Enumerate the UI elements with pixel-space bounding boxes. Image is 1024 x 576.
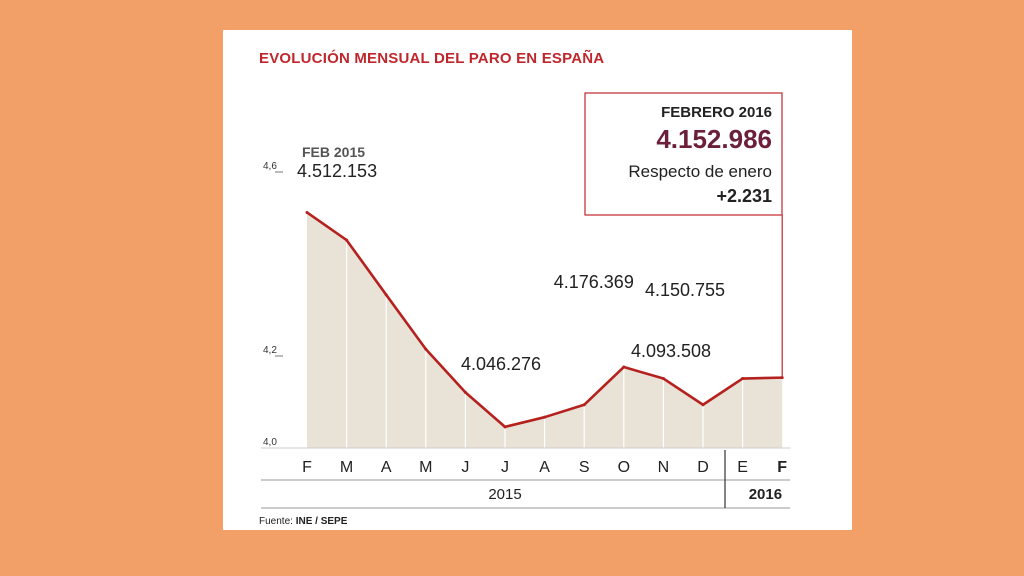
- year-label: 2015: [488, 486, 521, 503]
- x-tick-label: F: [777, 459, 787, 476]
- x-tick-label: J: [501, 459, 509, 476]
- highlight-subtitle: Respecto de enero: [628, 162, 772, 181]
- data-point: [463, 390, 467, 394]
- area-fill: [307, 212, 783, 448]
- highlight-heading: FEBRERO 2016: [661, 104, 772, 121]
- chart-card: EVOLUCIÓN MENSUAL DEL PARO EN ESPAÑA Fue…: [223, 30, 852, 530]
- x-tick-label: M: [340, 459, 353, 476]
- x-tick-label: A: [381, 459, 392, 476]
- data-point: [384, 293, 388, 297]
- x-tick-label: D: [697, 459, 709, 476]
- data-point: [582, 403, 586, 407]
- data-point: [741, 377, 745, 381]
- x-tick-label: N: [658, 459, 670, 476]
- start-annotation-label: FEB 2015: [302, 144, 365, 160]
- highlight-box: [584, 92, 783, 216]
- y-tick-label: 4,0: [263, 437, 277, 448]
- data-point: [701, 403, 705, 407]
- y-tick-label: 4,2: [263, 345, 277, 356]
- source-text: INE / SEPE: [295, 516, 348, 527]
- data-point: [622, 365, 626, 369]
- data-point: [305, 210, 309, 214]
- start-annotation-value: 4.512.153: [297, 161, 377, 181]
- x-tick-label: S: [579, 459, 590, 476]
- data-point: [424, 347, 428, 351]
- source-prefix: Fuente:: [259, 516, 296, 527]
- x-tick-label: M: [419, 459, 432, 476]
- dec-annotation-value: 4.093.508: [631, 341, 711, 361]
- data-point: [543, 415, 547, 419]
- y-tick-label: 4,6: [263, 161, 277, 172]
- x-tick-label: J: [461, 459, 469, 476]
- source-note: Fuente: INE / SEPE: [259, 516, 347, 527]
- nov-annotation-value: 4.150.755: [645, 280, 725, 300]
- chart-title: EVOLUCIÓN MENSUAL DEL PARO EN ESPAÑA: [259, 50, 605, 67]
- highlight-value: 4.152.986: [656, 124, 772, 154]
- oct-annotation-value: 4.176.369: [554, 272, 634, 292]
- x-tick-label: F: [302, 459, 312, 476]
- min-annotation-value: 4.046.276: [461, 354, 541, 374]
- data-point: [503, 425, 507, 429]
- x-tick-label: O: [618, 459, 630, 476]
- data-point: [345, 238, 349, 242]
- x-tick-label: A: [539, 459, 550, 476]
- year-label: 2016: [749, 486, 782, 503]
- data-point: [661, 377, 665, 381]
- x-tick-label: E: [737, 459, 748, 476]
- highlight-change: +2.231: [716, 186, 772, 206]
